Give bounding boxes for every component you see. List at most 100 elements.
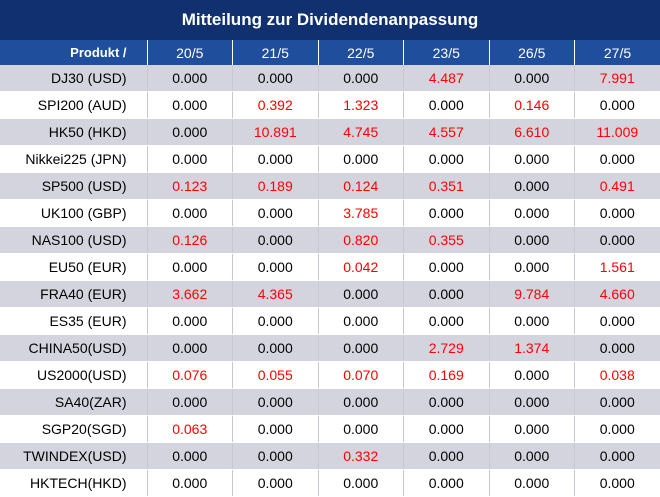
product-cell: CHINA50(USD) (0, 335, 147, 362)
value-cell: 3.785 (318, 200, 404, 227)
value-cell: 0.000 (147, 389, 233, 416)
value-cell: 0.000 (147, 443, 233, 470)
value-cell: 0.189 (233, 173, 319, 200)
value-cell: 0.000 (489, 65, 575, 92)
product-cell: HKTECH(HKD) (0, 470, 147, 497)
value-cell: 0.000 (404, 92, 490, 119)
value-cell: 0.000 (575, 335, 660, 362)
header-date: 23/5 (404, 40, 490, 65)
value-cell: 0.000 (404, 146, 490, 173)
product-cell: US2000(USD) (0, 362, 147, 389)
value-cell: 0.000 (233, 470, 319, 497)
value-cell: 0.000 (233, 65, 319, 92)
value-cell: 0.000 (575, 146, 660, 173)
value-cell: 0.000 (233, 308, 319, 335)
value-cell: 0.000 (318, 146, 404, 173)
product-cell: EU50 (EUR) (0, 254, 147, 281)
value-cell: 0.000 (489, 227, 575, 254)
dividend-adjustment-table: Produkt / 20/5 21/5 22/5 23/5 26/5 27/5 … (0, 40, 660, 497)
value-cell: 0.000 (489, 146, 575, 173)
value-cell: 0.000 (404, 254, 490, 281)
product-cell: SP500 (USD) (0, 173, 147, 200)
product-cell: ES35 (EUR) (0, 308, 147, 335)
value-cell: 11.009 (575, 119, 660, 146)
value-cell: 1.561 (575, 254, 660, 281)
value-cell: 0.000 (575, 443, 660, 470)
product-cell: SA40(ZAR) (0, 389, 147, 416)
value-cell: 0.000 (147, 92, 233, 119)
value-cell: 0.491 (575, 173, 660, 200)
value-cell: 0.000 (233, 200, 319, 227)
value-cell: 4.660 (575, 281, 660, 308)
value-cell: 4.557 (404, 119, 490, 146)
value-cell: 0.000 (489, 389, 575, 416)
product-cell: UK100 (GBP) (0, 200, 147, 227)
value-cell: 0.000 (147, 119, 233, 146)
value-cell: 0.123 (147, 173, 233, 200)
value-cell: 0.126 (147, 227, 233, 254)
value-cell: 0.000 (233, 227, 319, 254)
value-cell: 0.000 (233, 443, 319, 470)
value-cell: 1.323 (318, 92, 404, 119)
value-cell: 0.000 (489, 254, 575, 281)
product-cell: Nikkei225 (JPN) (0, 146, 147, 173)
value-cell: 0.000 (147, 254, 233, 281)
product-cell: DJ30 (USD) (0, 65, 147, 92)
value-cell: 0.000 (489, 443, 575, 470)
value-cell: 0.000 (575, 200, 660, 227)
header-product: Produkt / (0, 40, 147, 65)
header-date: 20/5 (147, 40, 233, 65)
value-cell: 4.365 (233, 281, 319, 308)
header-date: 22/5 (318, 40, 404, 65)
value-cell: 0.000 (318, 416, 404, 443)
value-cell: 0.820 (318, 227, 404, 254)
value-cell: 0.070 (318, 362, 404, 389)
value-cell: 0.076 (147, 362, 233, 389)
value-cell: 0.392 (233, 92, 319, 119)
product-cell: TWINDEX(USD) (0, 443, 147, 470)
value-cell: 0.000 (318, 65, 404, 92)
value-cell: 0.000 (404, 470, 490, 497)
value-cell: 0.000 (147, 65, 233, 92)
value-cell: 0.000 (489, 200, 575, 227)
value-cell: 0.000 (575, 470, 660, 497)
value-cell: 0.042 (318, 254, 404, 281)
value-cell: 7.991 (575, 65, 660, 92)
product-cell: NAS100 (USD) (0, 227, 147, 254)
value-cell: 0.000 (404, 389, 490, 416)
value-cell: 0.000 (147, 308, 233, 335)
header-date: 27/5 (575, 40, 660, 65)
value-cell: 0.000 (233, 146, 319, 173)
value-cell: 0.355 (404, 227, 490, 254)
value-cell: 0.124 (318, 173, 404, 200)
header-date: 21/5 (233, 40, 319, 65)
value-cell: 0.000 (233, 416, 319, 443)
value-cell: 0.000 (318, 308, 404, 335)
header-date: 26/5 (489, 40, 575, 65)
value-cell: 0.000 (489, 416, 575, 443)
value-cell: 0.000 (318, 281, 404, 308)
value-cell: 0.000 (404, 281, 490, 308)
value-cell: 0.000 (147, 335, 233, 362)
product-cell: SGP20(SGD) (0, 416, 147, 443)
value-cell: 0.000 (233, 335, 319, 362)
value-cell: 4.487 (404, 65, 490, 92)
value-cell: 1.374 (489, 335, 575, 362)
value-cell: 0.000 (489, 173, 575, 200)
value-cell: 0.146 (489, 92, 575, 119)
product-cell: SPI200 (AUD) (0, 92, 147, 119)
product-cell: FRA40 (EUR) (0, 281, 147, 308)
